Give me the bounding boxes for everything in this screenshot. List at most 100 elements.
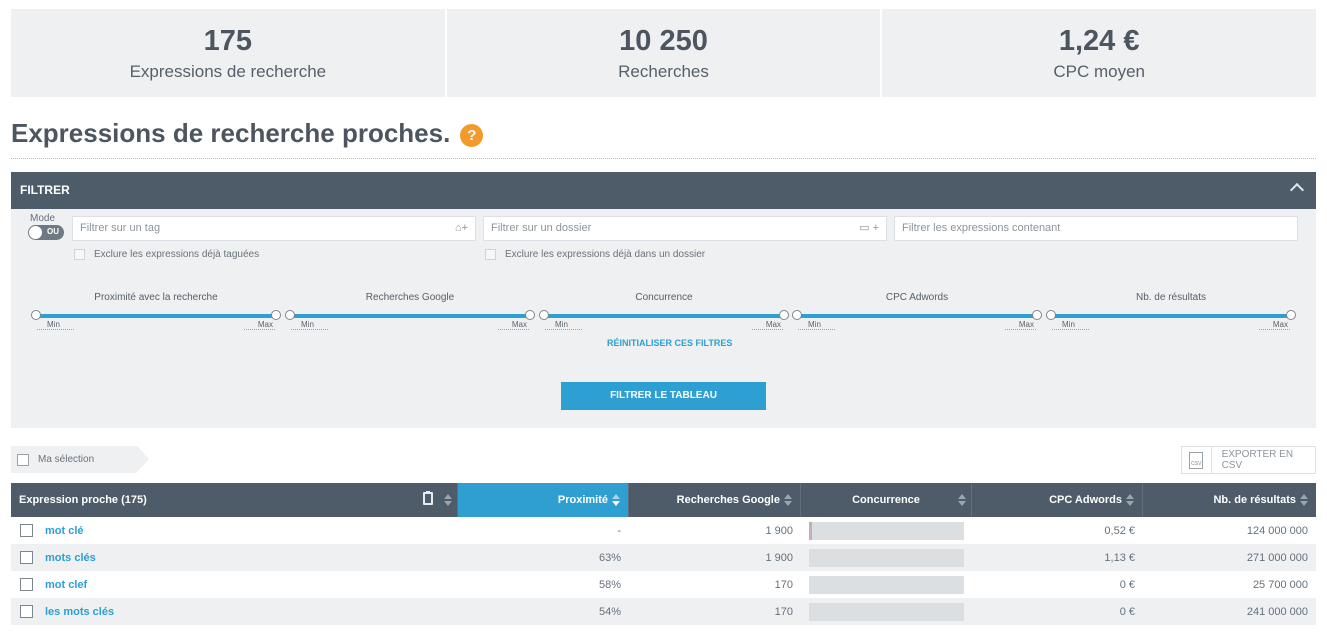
cell-cpc: 1,13 € — [1104, 551, 1135, 564]
slider-max-handle[interactable] — [779, 310, 789, 320]
add-tag-icon[interactable]: ⌂+ — [454, 222, 468, 234]
col-cpc[interactable]: CPC Adwords — [972, 483, 1143, 517]
slider-max-handle[interactable] — [271, 310, 281, 320]
add-folder-icon[interactable]: ▭ + — [859, 222, 879, 234]
slider-track[interactable] — [792, 310, 1042, 320]
chevron-up-icon[interactable] — [1289, 182, 1305, 198]
stat-value: 1,24 € — [1058, 25, 1140, 57]
competition-bar — [809, 521, 964, 540]
col-resultats-label: Nb. de résultats — [1213, 494, 1296, 506]
cell-expression: mot clef — [11, 571, 458, 598]
col-cpc-label: CPC Adwords — [1049, 494, 1122, 506]
table-header: Expression proche (175) Proximité Recher… — [11, 483, 1316, 517]
slider-min-handle[interactable] — [539, 310, 549, 320]
stat-label: Recherches — [618, 62, 709, 81]
contains-filter-input[interactable]: Filtrer les expressions contenant — [894, 216, 1298, 241]
cell-expression: mots clés — [11, 544, 458, 571]
cell-resultats: 124 000 000 — [1246, 524, 1308, 537]
sort-icon[interactable] — [1126, 494, 1134, 506]
cell-proximite: 58% — [598, 578, 621, 591]
export-csv-button[interactable]: CSV EXPORTER EN CSV — [1181, 446, 1316, 474]
stat-label: Expressions de recherche — [129, 62, 327, 81]
slider-concurrence[interactable]: Concurrence Min Max — [539, 292, 789, 330]
exclude-folder-option[interactable]: Exclure les expressions déjà dans un dos… — [485, 249, 705, 260]
slider-min-handle[interactable] — [31, 310, 41, 320]
stat-expressions: 175 Expressions de recherche — [11, 9, 445, 97]
sort-icon[interactable] — [958, 494, 966, 506]
table-row[interactable]: mot clef 58% 170 0 € 25 700 000 — [11, 571, 1316, 598]
competition-bar — [809, 548, 964, 567]
keyword-link[interactable]: mots clés — [45, 551, 96, 564]
col-recherches[interactable]: Recherches Google — [629, 483, 801, 517]
stat-value: 175 — [203, 25, 253, 57]
mode-toggle[interactable]: OU — [28, 225, 64, 240]
cell-resultats: 271 000 000 — [1246, 551, 1308, 564]
slider-track[interactable] — [285, 310, 535, 320]
table-row[interactable]: mots clés 63% 1 900 1,13 € 271 000 000 — [11, 544, 1316, 571]
slider-max-handle[interactable] — [1286, 310, 1296, 320]
filter-panel-header[interactable]: FILTRER — [11, 172, 1316, 209]
cell-proximite: 54% — [598, 605, 621, 618]
slider-recherches[interactable]: Recherches Google Min Max — [285, 292, 535, 330]
exclude-folder-checkbox[interactable] — [485, 249, 496, 260]
slider-max-handle[interactable] — [1032, 310, 1042, 320]
col-expression[interactable]: Expression proche (175) — [11, 483, 458, 517]
exclude-tagged-option[interactable]: Exclure les expressions déjà taguées — [74, 249, 259, 260]
mode-toggle-text: OU — [47, 227, 59, 236]
table-row[interactable]: mot clé - 1 900 0,52 € 124 000 000 — [11, 517, 1316, 544]
folder-filter-input[interactable]: Filtrer sur un dossier ▭ + — [483, 216, 887, 241]
slider-track[interactable] — [1046, 310, 1296, 320]
slider-min-handle[interactable] — [285, 310, 295, 320]
cell-proximite: 63% — [598, 551, 621, 564]
sort-icon[interactable] — [1300, 494, 1308, 506]
slider-min-label: Min — [545, 320, 582, 330]
cell-recherches: 1 900 — [765, 551, 793, 564]
row-checkbox[interactable] — [20, 605, 33, 618]
slider-track[interactable] — [539, 310, 789, 320]
slider-min-handle[interactable] — [792, 310, 802, 320]
slider-max-handle[interactable] — [525, 310, 535, 320]
results-table: Expression proche (175) Proximité Recher… — [11, 483, 1316, 625]
help-icon[interactable]: ? — [460, 124, 484, 147]
slider-proximite[interactable]: Proximité avec la recherche Min Max — [31, 292, 281, 330]
my-selection-tab[interactable]: Ma sélection — [11, 446, 149, 473]
keyword-link[interactable]: mot clé — [45, 524, 84, 537]
col-proximite-label: Proximité — [557, 494, 608, 506]
slider-track[interactable] — [31, 310, 281, 320]
sort-icon[interactable] — [784, 494, 792, 506]
keyword-link[interactable]: les mots clés — [45, 605, 115, 618]
row-checkbox[interactable] — [20, 578, 33, 591]
cell-concurrence — [801, 517, 972, 544]
clipboard-icon[interactable] — [423, 491, 433, 505]
col-resultats[interactable]: Nb. de résultats — [1143, 483, 1316, 517]
slider-cpc[interactable]: CPC Adwords Min Max — [792, 292, 1042, 330]
selection-checkbox[interactable] — [17, 453, 29, 466]
slider-min-label: Min — [1052, 320, 1089, 330]
filter-table-button[interactable]: FILTRER LE TABLEAU — [561, 382, 766, 410]
reset-filters-link[interactable]: RÉINITIALISER CES FILTRES — [607, 338, 733, 348]
table-row[interactable]: les mots clés 54% 170 0 € 241 000 000 — [11, 598, 1316, 625]
cell-recherches: 170 — [774, 605, 793, 618]
sort-icon[interactable] — [444, 494, 452, 506]
cell-cpc: 0 € — [1119, 605, 1135, 618]
cell-cpc: 0 € — [1119, 578, 1135, 591]
slider-max-label: Max — [497, 320, 529, 330]
slider-min-handle[interactable] — [1046, 310, 1056, 320]
row-checkbox[interactable] — [20, 524, 33, 537]
cell-expression: mot clé — [11, 517, 458, 544]
toggle-knob — [29, 226, 42, 239]
divider — [11, 158, 1316, 159]
exclude-tagged-checkbox[interactable] — [74, 249, 85, 260]
sort-desc-icon[interactable] — [612, 494, 620, 506]
slider-max-label: Max — [1004, 320, 1036, 330]
slider-label: Recherches Google — [365, 292, 455, 303]
col-concurrence[interactable]: Concurrence — [801, 483, 972, 517]
row-checkbox[interactable] — [20, 551, 33, 564]
stat-cpc: 1,24 € CPC moyen — [882, 9, 1317, 97]
stats-bar: 175 Expressions de recherche 10 250 Rech… — [11, 9, 1317, 97]
tag-filter-input[interactable]: Filtrer sur un tag ⌂+ — [72, 216, 476, 241]
keyword-link[interactable]: mot clef — [45, 578, 88, 591]
col-proximite[interactable]: Proximité — [458, 483, 629, 517]
slider-resultats[interactable]: Nb. de résultats Min Max — [1046, 292, 1296, 330]
cell-expression: les mots clés — [11, 598, 458, 625]
